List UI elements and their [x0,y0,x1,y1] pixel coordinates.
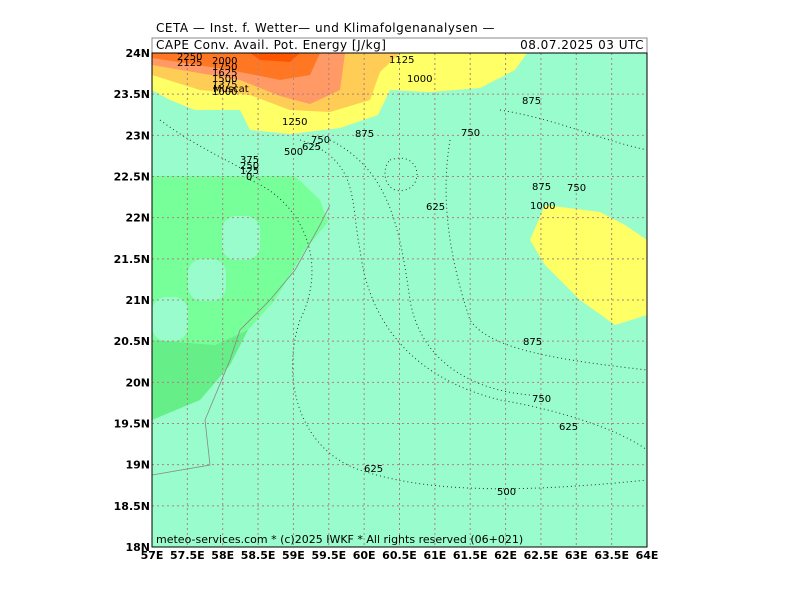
contour-label: 1750 [212,62,237,73]
y-axis-label: 21.5N [114,253,150,266]
contour-label: 2000 [212,56,237,67]
contour-label: 625 [302,142,321,153]
x-axis-label: 64E [636,549,659,562]
x-axis-label: 63E [565,549,588,562]
x-axis-label: 58E [211,549,234,562]
contour-label: 250 [240,161,259,172]
contour-label: 875 [355,129,374,140]
x-axis-label: 60.5E [382,549,417,562]
x-axis-label: 59E [282,549,305,562]
contour-label: 500 [497,487,516,498]
y-axis-label: 19N [125,459,150,472]
y-axis-label: 22N [125,212,150,225]
x-axis-label: 61.5E [453,549,488,562]
footer: meteo-services.com * (c)2025 IWKF * All … [156,533,523,546]
contour-label: 125 [240,166,259,177]
contour-label: 875 [522,96,541,107]
contour-label: 1000 [212,87,237,98]
y-axis-label: 24N [125,47,150,60]
institute: CETA — Inst. f. Wetter— und Klimafolgena… [156,21,495,35]
contour-label: 625 [559,422,578,433]
y-axis-label: 23N [125,129,150,142]
contour-label: 750 [461,128,480,139]
x-axis-label: 57.5E [170,549,205,562]
x-axis-label: 58.5E [241,549,276,562]
contour-label: 1125 [389,55,414,66]
x-axis-label: 61E [423,549,446,562]
contour-label: 2125 [177,58,202,69]
contour-label: 750 [532,394,551,405]
y-axis-label: 20.5N [114,335,150,348]
contour-label: 875 [532,182,551,193]
city-label: Muscat [213,84,249,95]
x-axis-label: 57E [141,549,164,562]
contour-label: 500 [284,147,303,158]
x-axis-label: 59.5E [311,549,346,562]
y-axis-label: 22.5N [114,171,150,184]
contour-labels: 2250 2125 2000 1750 1625 1500 1375 1000 … [177,52,586,498]
x-axis-label: 60E [353,549,376,562]
y-axis-label: 23.5N [114,88,150,101]
contour-label: 1500 [212,74,237,85]
contour-label: 1625 [212,68,237,79]
contour-label: 1250 [282,117,307,128]
contour-label: 1000 [530,201,555,212]
contour-label: 625 [364,464,383,475]
y-axis-label: 21N [125,294,150,307]
contour-label: 1000 [407,74,432,85]
contour-label: 875 [523,337,542,348]
contour-label: 625 [426,202,445,213]
contour-label: 750 [311,135,330,146]
x-axis-label: 63.5E [594,549,629,562]
map-title: CAPE Conv. Avail. Pot. Energy [J/kg] [156,38,386,52]
valid-time: 08.07.2025 03 UTC [520,38,644,52]
x-axis-label: 62E [494,549,517,562]
map-frame [151,52,648,548]
isolines [151,109,648,490]
x-axis-label: 62.5E [524,549,559,562]
y-axis-label: 19.5N [114,418,150,431]
contour-label: 0 [246,172,252,183]
contour-label: 1375 [212,80,237,91]
contour-label: 750 [567,183,586,194]
y-axis-label: 18.5N [114,500,150,513]
y-axis-label: 18N [125,541,150,554]
y-axis-label: 20N [125,376,150,389]
contour-label: 2250 [177,52,202,63]
graticule [152,53,647,547]
contour-label: 375 [240,155,259,166]
